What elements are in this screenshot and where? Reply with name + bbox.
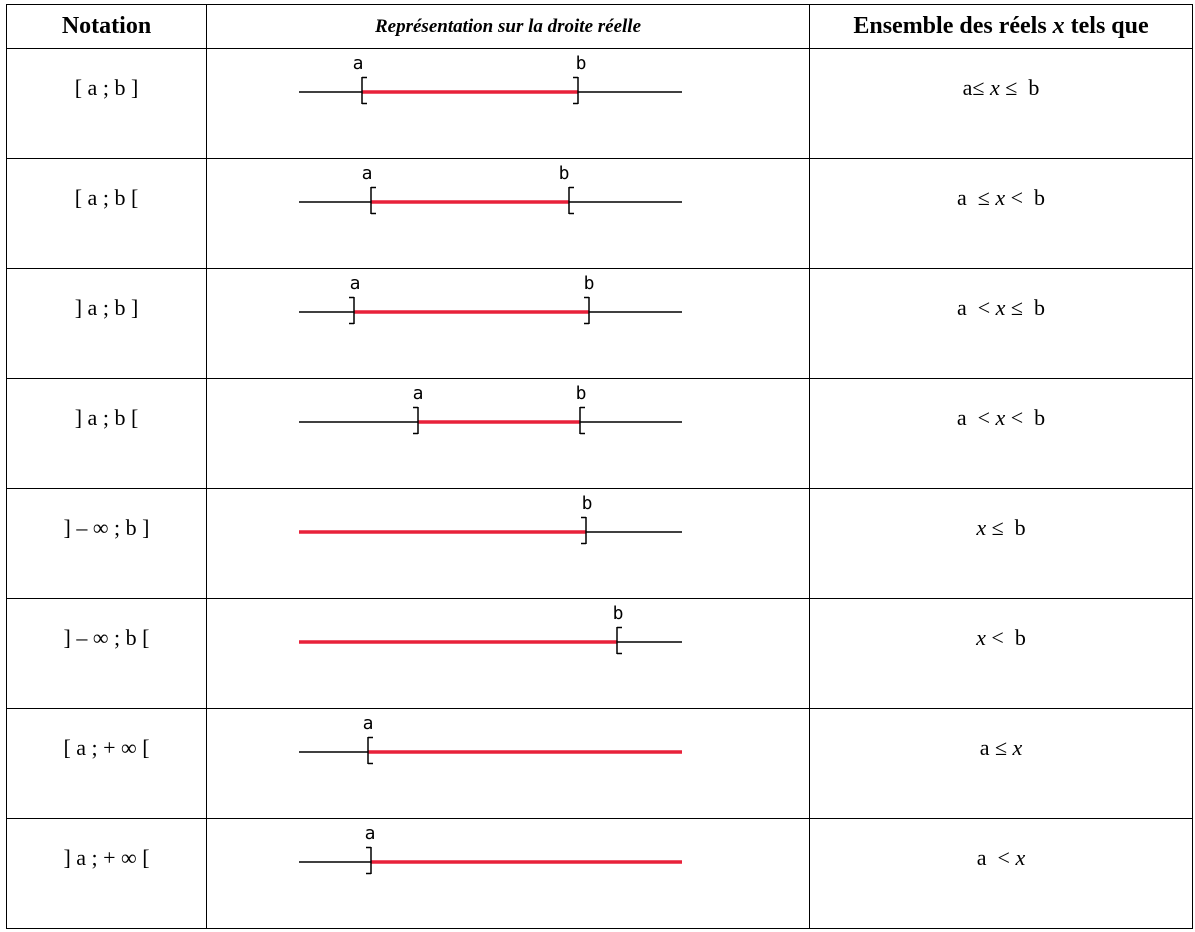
table-header-row: Notation Représentation sur la droite ré… [6,4,1193,49]
inequality-text: a < [956,295,996,320]
inequality: a < x [809,818,1193,929]
inequality-text: a≤ [962,75,990,100]
label-b: b [576,383,587,404]
inequality-text: < b [1005,405,1046,430]
inequality: a ≤ x [809,708,1193,819]
right-bracket-mark [579,406,585,435]
number-line: a [299,823,682,875]
inequality: x < b [809,598,1193,709]
interval-notation: ] a ; b ] [6,268,207,379]
left-bracket-mark [370,186,376,215]
label-b: b [613,603,624,624]
interval-notation: ] – ∞ ; b [ [6,598,207,709]
inequality-text: ≤ b [986,515,1026,540]
label-a: a [363,713,374,734]
number-line-cell: a [206,708,810,819]
interval-notation: ] a ; + ∞ [ [6,818,207,929]
number-line-cell: b [206,488,810,599]
inequality-text: a ≤ [979,735,1013,760]
left-bracket-mark [349,296,355,325]
number-line: b [299,493,682,545]
right-bracket-mark [616,626,622,655]
number-line: b [299,603,682,655]
header-set: Ensemble des réels x tels que [809,4,1193,49]
variable-x: x [995,405,1006,430]
variable-x: x [995,295,1006,320]
variable-x: x [1012,735,1023,760]
label-b: b [576,53,587,74]
table-row: ] a ; + ∞ [ a a < x [6,818,1193,929]
label-b: b [584,273,595,294]
right-bracket-mark [568,186,574,215]
label-a: a [365,823,376,844]
variable-x: x [1015,845,1026,870]
table-row: ] – ∞ ; b [ b x < b [6,598,1193,709]
label-a: a [413,383,424,404]
header-set-variable: x [1052,13,1065,39]
right-bracket-mark [573,76,579,105]
label-b: b [582,493,593,514]
inequality: a < x ≤ b [809,268,1193,379]
header-set-suffix: tels que [1064,13,1149,39]
interval-notation: [ a ; b ] [6,48,207,159]
table-row: [ a ; + ∞ [ a a ≤ x [6,708,1193,819]
label-b: b [559,163,570,184]
variable-x: x [995,185,1006,210]
inequality-text: a < [976,845,1016,870]
table-row: ] a ; b [a b a < x < b [6,378,1193,489]
inequality-text: ≤ b [1005,295,1045,320]
interval-notation: ] a ; b [ [6,378,207,489]
right-bracket-mark [584,296,590,325]
label-a: a [362,163,373,184]
table-row: ] – ∞ ; b ] b x ≤ b [6,488,1193,599]
interval-notation-table: Notation Représentation sur la droite ré… [6,4,1193,929]
left-bracket-mark [361,76,367,105]
inequality: a ≤ x < b [809,158,1193,269]
interval-notation: [ a ; + ∞ [ [6,708,207,819]
variable-x: x [990,75,1000,100]
inequality: a≤ x ≤ b [809,48,1193,159]
inequality-text: a ≤ [956,185,996,210]
left-bracket-mark [366,846,372,875]
inequality-text: ≤ b [999,75,1040,100]
number-line-cell: b [206,598,810,709]
table-row: [ a ; b ] a b a≤ x ≤ b [6,48,1193,159]
left-bracket-mark [413,406,419,435]
variable-x: x [976,515,987,540]
table-row: ] a ; b ] a b a < x ≤ b [6,268,1193,379]
inequality-text: < b [1005,185,1046,210]
left-bracket-mark [367,736,373,765]
table-row: [ a ; b [a b a ≤ x < b [6,158,1193,269]
inequality: x ≤ b [809,488,1193,599]
header-representation: Représentation sur la droite réelle [206,4,810,49]
label-a: a [353,53,364,74]
inequality-text: < b [985,625,1026,650]
number-line-cell: a [206,818,810,929]
variable-x: x [976,625,986,650]
header-set-prefix: Ensemble des réels [853,13,1053,39]
interval-notation: ] – ∞ ; b ] [6,488,207,599]
header-notation: Notation [6,4,207,49]
inequality-text: a < [956,405,996,430]
label-a: a [350,273,361,294]
number-line: a [299,713,682,765]
inequality: a < x < b [809,378,1193,489]
right-bracket-mark [581,516,587,545]
interval-notation: [ a ; b [ [6,158,207,269]
